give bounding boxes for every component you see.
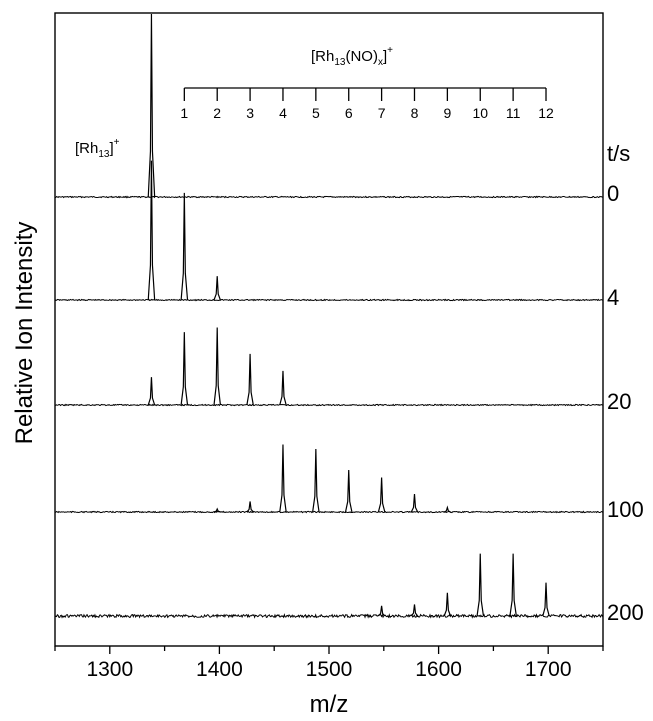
peak (378, 478, 384, 513)
time-label: 200 (607, 600, 644, 625)
peak (411, 494, 417, 512)
x-axis-label: m/z (310, 691, 349, 718)
x-tick-label: 1700 (525, 658, 572, 681)
time-label: 4 (607, 285, 619, 310)
time-label: 0 (607, 181, 619, 206)
scale-tick-label: 6 (345, 105, 353, 121)
scale-tick-label: 9 (443, 105, 451, 121)
peak (214, 328, 220, 406)
parent-peak-label: [Rh13]+ (75, 137, 120, 160)
nox-scale: 123456789101112 (180, 88, 554, 121)
peak (214, 276, 220, 300)
peak (477, 554, 483, 616)
peak (181, 332, 187, 405)
scale-tick-label: 8 (411, 105, 419, 121)
trace-baseline (55, 196, 603, 197)
trace-baseline (55, 299, 603, 300)
peak (280, 445, 286, 513)
x-tick-label: 1300 (86, 658, 133, 681)
scale-tick-label: 3 (246, 105, 254, 121)
peak (510, 554, 516, 616)
peak (346, 470, 352, 512)
time-label: 20 (607, 389, 631, 414)
peak (543, 583, 549, 616)
peak (247, 354, 253, 405)
scale-tick-label: 2 (213, 105, 221, 121)
peak (280, 371, 286, 405)
peak (378, 606, 384, 616)
scale-tick-label: 11 (506, 105, 521, 121)
trace-baseline (55, 615, 603, 618)
x-tick-label: 1500 (306, 658, 353, 681)
traces (55, 14, 603, 617)
scale-tick-label: 7 (378, 105, 386, 121)
x-tick-label: 1400 (196, 658, 243, 681)
peak (444, 593, 450, 616)
peak (148, 377, 154, 405)
time-labels: 0 4 20 100 200 (607, 181, 644, 625)
scale-tick-label: 4 (279, 105, 287, 121)
peak (181, 193, 187, 300)
scale-tick-label: 10 (472, 105, 488, 121)
peak (247, 502, 253, 513)
scale-tick-label: 12 (538, 105, 554, 121)
scale-tick-label: 5 (312, 105, 320, 121)
trace-baseline (55, 404, 603, 405)
scale-tick-label: 1 (180, 105, 188, 121)
nox-scale-label: [Rh13(NO)x]+ (311, 45, 393, 68)
time-label: 100 (607, 497, 644, 522)
trace-baseline (55, 511, 603, 512)
x-axis-ticks: 1300 1400 1500 1600 1700 (55, 646, 603, 681)
peak (444, 508, 450, 513)
peak (411, 604, 417, 616)
x-tick-label: 1600 (415, 658, 462, 681)
peak (313, 449, 319, 512)
y-axis-label: Relative Ion Intensity (11, 222, 38, 445)
plot-frame (55, 13, 603, 646)
time-header: t/s (607, 141, 630, 166)
